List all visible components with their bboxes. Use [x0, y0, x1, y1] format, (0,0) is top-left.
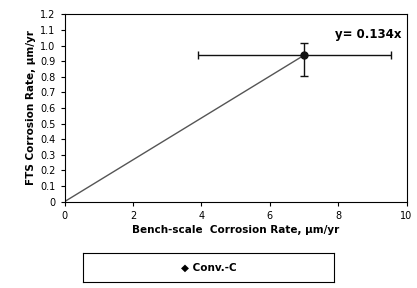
- Text: ◆ Conv.-C: ◆ Conv.-C: [181, 263, 236, 273]
- X-axis label: Bench-scale  Corrosion Rate, μm/yr: Bench-scale Corrosion Rate, μm/yr: [132, 225, 339, 235]
- Y-axis label: FTS Corrosion Rate, μm/yr: FTS Corrosion Rate, μm/yr: [26, 31, 36, 185]
- Text: y= 0.134x: y= 0.134x: [335, 28, 401, 41]
